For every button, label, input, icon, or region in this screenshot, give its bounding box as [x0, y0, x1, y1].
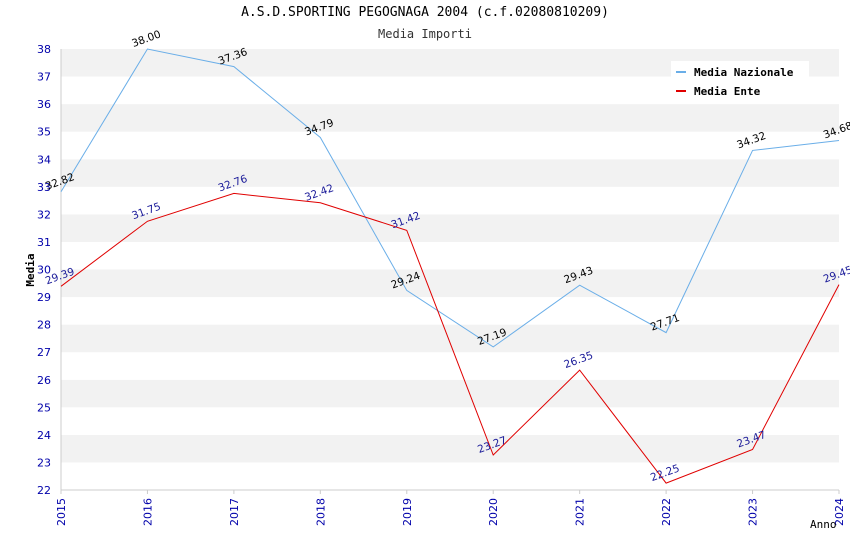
grid-band [61, 407, 839, 435]
chart-title: A.S.D.SPORTING PEGOGNAGA 2004 (c.f.02080… [241, 5, 609, 20]
grid-band [61, 297, 839, 325]
grid-bands [61, 49, 839, 490]
y-tick-label: 25 [37, 401, 51, 414]
y-tick-label: 32 [37, 208, 51, 221]
y-tick-label: 24 [37, 429, 51, 442]
x-tick-label: 2021 [574, 498, 587, 526]
legend-box [671, 61, 809, 99]
grid-band [61, 214, 839, 242]
grid-band [61, 104, 839, 132]
x-tick-label: 2024 [833, 498, 846, 526]
y-axis-label: Media [24, 253, 37, 286]
axes [60, 49, 839, 491]
x-tick-label: 2015 [55, 498, 68, 526]
y-tick-label: 29 [37, 291, 51, 304]
y-tick-label: 34 [37, 153, 51, 166]
legend-label: Media Ente [694, 85, 761, 98]
series-line-media-ente [60, 192, 840, 484]
y-tick-label: 27 [37, 346, 51, 359]
series-lines [60, 48, 840, 484]
grid-band [61, 434, 839, 463]
y-axis-ticks: 22 23 24 25 26 27 28 29 30 31 32 33 34 35 36 37 38 [37, 43, 51, 497]
y-tick-label: 33 [37, 181, 51, 194]
grid-band [61, 352, 839, 380]
grid-band [61, 324, 839, 353]
y-tick-label: 30 [37, 264, 51, 277]
grid-band [61, 131, 839, 160]
y-tick-label: 23 [37, 456, 51, 469]
x-tick-label: 2023 [747, 498, 760, 526]
x-tick-label: 2019 [401, 498, 414, 526]
y-tick-label: 37 [37, 71, 51, 84]
x-tick-label: 2022 [660, 498, 673, 526]
y-tick-label: 35 [37, 126, 51, 139]
grid-band [61, 159, 839, 187]
grid-band [61, 269, 839, 298]
grid-band [61, 186, 839, 215]
y-tick-label: 28 [37, 319, 51, 332]
y-tick-label: 38 [37, 43, 51, 56]
x-axis-ticks: 2015 2016 2017 2018 2019 2020 2021 2022 2023 2024 [55, 490, 846, 526]
x-axis-label: Anno [810, 518, 837, 531]
chart-subtitle: Media Importi [378, 27, 472, 41]
legend: Media Nazionale Media Ente [671, 61, 809, 99]
legend-label: Media Nazionale [694, 66, 794, 79]
x-tick-label: 2020 [487, 498, 500, 526]
grid-band [61, 379, 839, 408]
y-tick-label: 31 [37, 236, 51, 249]
y-tick-label: 22 [37, 484, 51, 497]
data-label: 38.00 [130, 28, 162, 50]
grid-band [61, 462, 839, 490]
x-tick-label: 2018 [314, 498, 327, 526]
x-tick-label: 2017 [228, 498, 241, 526]
y-tick-label: 36 [37, 98, 51, 111]
x-tick-label: 2016 [141, 498, 154, 526]
y-tick-label: 26 [37, 374, 51, 387]
series-line-media-nazionale [60, 48, 840, 348]
grid-band [61, 241, 839, 270]
